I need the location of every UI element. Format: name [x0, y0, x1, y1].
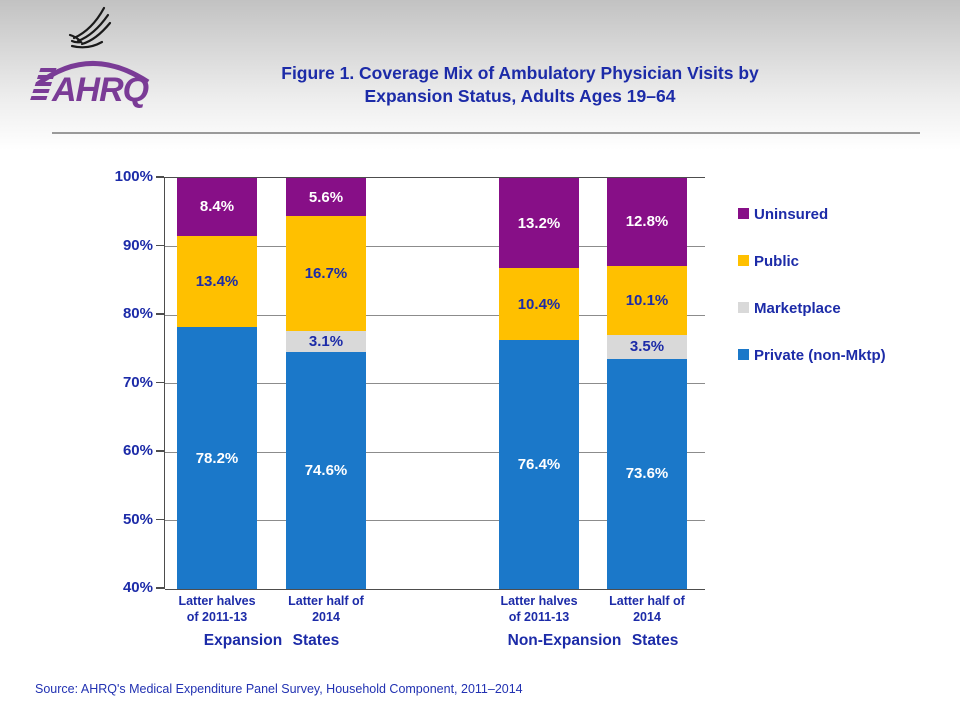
bar-segment-marketplace	[286, 330, 366, 352]
legend-item-uninsured: Uninsured	[738, 206, 886, 226]
bar-segment-uninsured	[177, 178, 257, 236]
x-tick-label-2: Latter halves of 2011-13	[474, 593, 604, 626]
y-tick-label-60: 60%	[122, 442, 153, 459]
bar-value-label-public: 10.4%	[517, 295, 561, 313]
y-tick-100	[156, 176, 164, 178]
y-axis-line	[163, 177, 165, 589]
bar-value-label-marketplace: 3.1%	[308, 332, 344, 350]
plot-area: 78.2% 13.4% 8.4% 74.6% 3.1% 16.7% 5.6% 76.4% 10.…	[165, 177, 705, 590]
legend-item-private-non-mktp: Private (non-Mktp)	[738, 347, 886, 367]
gridline-50	[165, 520, 705, 521]
legend-swatch-marketplace	[738, 302, 749, 314]
group-label-1: Non-Expansion States	[507, 632, 679, 649]
bar-segment-public	[499, 268, 579, 340]
y-tick-label-50: 50%	[122, 510, 153, 528]
y-tick-40	[156, 587, 164, 589]
gridline-70	[165, 383, 705, 384]
bar-segment-marketplace	[607, 334, 687, 359]
x-tick-label-line: of 2011-13	[508, 610, 570, 625]
legend-item-public: Public	[738, 253, 886, 273]
header-band	[0, 0, 960, 150]
bar-value-label-public: 10.1%	[625, 291, 669, 309]
bar-value-label-marketplace: 3.5%	[629, 338, 665, 356]
bar-segment-uninsured	[607, 178, 687, 266]
bar-value-label-private-non-mktp: 73.6%	[625, 465, 669, 483]
header-divider	[52, 132, 920, 134]
y-tick-90	[156, 244, 164, 247]
bar-value-label-private-non-mktp: 78.2%	[195, 449, 239, 467]
bar-3: 73.6% 3.5% 10.1% 12.8%	[607, 178, 687, 589]
legend-label-public: Public	[754, 253, 800, 271]
x-tick-label-line: Latter half of	[288, 594, 364, 608]
bar-segment-uninsured	[286, 178, 366, 217]
figure-title-line2: Expansion Status, Adults Ages 19–64	[364, 85, 676, 106]
bar-segment-private-non-mktp	[499, 339, 579, 589]
y-tick-label-80: 80%	[122, 305, 153, 322]
legend-swatch-private-non-mktp	[738, 349, 749, 361]
hhs-eagle-icon	[68, 6, 112, 49]
bar-value-label-uninsured: 12.8%	[625, 213, 669, 231]
legend-label-uninsured: Uninsured	[754, 206, 829, 224]
x-tick-label-line: 2014	[633, 610, 661, 625]
y-tick-80	[156, 313, 164, 315]
ahrq-logo: AHRQ	[30, 2, 155, 110]
legend-label-marketplace: Marketplace	[754, 300, 841, 318]
gridline-90	[165, 246, 705, 247]
x-tick-label-line: of 2011-13	[186, 610, 248, 625]
y-tick-label-100: 100%	[114, 168, 153, 185]
y-tick-label-90: 90%	[122, 236, 153, 254]
y-tick-label-40: 40%	[122, 579, 153, 596]
x-tick-label-line: Latter halves	[178, 594, 256, 608]
bar-segment-uninsured	[499, 178, 579, 269]
gridline-60	[165, 451, 705, 453]
legend-swatch-public	[738, 255, 749, 267]
bar-value-label-private-non-mktp: 76.4%	[517, 455, 561, 473]
bar-value-label-uninsured: 5.6%	[308, 188, 344, 206]
x-tick-label-line: Latter halves	[500, 594, 578, 608]
y-tick-50	[156, 518, 164, 521]
gridline-80	[165, 314, 705, 316]
legend-label-private-non-mktp: Private (non-Mktp)	[754, 347, 886, 365]
bar-2: 76.4% 10.4% 13.2%	[499, 178, 579, 589]
bar-1: 74.6% 3.1% 16.7% 5.6%	[286, 178, 366, 589]
bar-value-label-public: 16.7%	[304, 265, 348, 283]
legend-swatch-uninsured	[738, 208, 749, 220]
figure-title-line1: Figure 1. Coverage Mix of Ambulatory Phy…	[281, 63, 759, 83]
y-tick-label-70: 70%	[122, 373, 153, 391]
bar-segment-private-non-mktp	[286, 351, 366, 589]
figure-title: Figure 1. Coverage Mix of Ambulatory Phy…	[152, 62, 888, 108]
x-tick-label-3: Latter half of 2014	[582, 593, 712, 626]
group-label-0: Expansion States	[203, 632, 340, 649]
ahrq-wordmark: AHRQ	[51, 71, 149, 109]
x-tick-label-0: Latter halves of 2011-13	[152, 593, 282, 626]
bar-value-label-uninsured: 8.4%	[199, 198, 235, 216]
ahrq-stripes	[30, 68, 57, 100]
y-tick-70	[156, 381, 164, 384]
bar-segment-private-non-mktp	[607, 358, 687, 589]
bar-segment-public	[607, 265, 687, 335]
y-tick-60	[156, 450, 164, 452]
bar-value-label-public: 13.4%	[195, 272, 239, 290]
legend-item-marketplace: Marketplace	[738, 300, 886, 320]
source-note: Source: AHRQ's Medical Expenditure Panel…	[35, 682, 523, 696]
bar-segment-private-non-mktp	[177, 327, 257, 589]
bar-segment-public	[286, 216, 366, 331]
bar-segment-public	[177, 235, 257, 328]
x-tick-label-line: Latter half of	[609, 594, 685, 608]
chart-legend: Uninsured Public Marketplace Private (non-M…	[738, 206, 886, 394]
bar-value-label-uninsured: 13.2%	[517, 214, 561, 232]
x-tick-label-line: 2014	[312, 610, 340, 625]
bar-value-label-private-non-mktp: 74.6%	[304, 461, 348, 479]
bar-0: 78.2% 13.4% 8.4%	[177, 178, 257, 589]
x-tick-label-1: Latter half of 2014	[261, 593, 391, 626]
